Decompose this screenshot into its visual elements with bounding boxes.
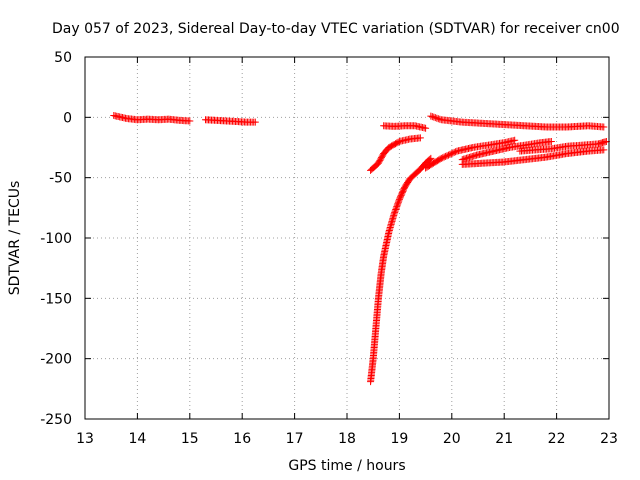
x-tick-label: 20	[443, 431, 461, 447]
data-point-marker	[444, 151, 452, 159]
data-point-marker	[449, 149, 457, 157]
data-point-marker	[394, 200, 402, 208]
data-point-marker	[446, 150, 454, 158]
axis-ticks: 13 14 15 16 17 18 19 20 21 22 23 -250 -200 -150 -100 -5…	[40, 50, 618, 447]
data-point-marker	[442, 152, 450, 160]
x-tick-label: 23	[600, 431, 618, 447]
series-track-8	[458, 137, 555, 164]
data-point-marker	[422, 124, 430, 132]
data-point-marker	[394, 198, 402, 206]
data-point-marker	[427, 154, 435, 162]
data-point-marker	[428, 113, 436, 121]
y-tick-label: -50	[49, 171, 72, 187]
series-track-2	[202, 116, 259, 126]
data-point-marker	[433, 114, 441, 122]
y-tick-label: -250	[40, 412, 72, 428]
data-point-marker	[436, 115, 444, 123]
x-tick-label: 19	[390, 431, 408, 447]
grid-lines	[85, 57, 609, 419]
chart-title: Day 057 of 2023, Sidereal Day-to-day VTE…	[52, 21, 620, 37]
data-point-marker	[431, 114, 439, 122]
data-point-marker	[452, 148, 460, 156]
data-point-marker	[392, 204, 400, 212]
y-tick-label: -200	[40, 352, 72, 368]
data-point-marker	[426, 155, 434, 163]
data-point-marker	[443, 152, 451, 160]
y-tick-label: -150	[40, 291, 72, 307]
series-track-4	[367, 134, 424, 174]
data-point-marker	[392, 206, 400, 214]
data-point-marker	[547, 137, 555, 145]
series-track-3	[367, 154, 435, 386]
series-track-6	[422, 136, 519, 172]
data-point-marker	[391, 207, 399, 215]
data-point-marker	[416, 134, 424, 142]
x-tick-label: 13	[76, 431, 94, 447]
data-point-marker	[186, 117, 194, 125]
data-point-marker	[393, 203, 401, 211]
data-point-marker	[393, 201, 401, 209]
x-tick-label: 18	[338, 431, 356, 447]
data-point-marker	[600, 123, 608, 131]
data-points	[110, 112, 610, 386]
x-tick-label: 15	[181, 431, 199, 447]
data-point-marker	[450, 148, 458, 156]
x-tick-label: 14	[128, 431, 146, 447]
x-tick-label: 22	[548, 431, 566, 447]
data-point-marker	[430, 113, 438, 121]
y-tick-label: -100	[40, 231, 72, 247]
data-point-marker	[439, 154, 447, 162]
data-point-marker	[600, 146, 608, 154]
x-tick-label: 21	[495, 431, 513, 447]
data-point-marker	[437, 154, 445, 162]
x-axis-label: GPS time / hours	[288, 458, 405, 474]
data-point-marker	[251, 118, 259, 126]
y-tick-label: 50	[54, 50, 72, 66]
data-point-marker	[440, 153, 448, 161]
data-point-marker	[447, 150, 455, 158]
data-point-marker	[434, 115, 442, 123]
series-track-10	[516, 137, 610, 155]
x-tick-label: 16	[233, 431, 251, 447]
y-axis-label: SDTVAR / TECUs	[7, 181, 23, 296]
series-track-9	[458, 146, 608, 168]
series-track-7	[427, 112, 608, 131]
series-track-1	[110, 112, 194, 125]
data-point-marker	[427, 112, 435, 120]
series-track-5	[380, 122, 430, 132]
data-point-marker	[391, 208, 399, 216]
data-point-marker	[511, 136, 519, 144]
x-tick-label: 17	[286, 431, 304, 447]
y-tick-label: 0	[63, 110, 72, 126]
data-point-marker	[390, 210, 398, 218]
